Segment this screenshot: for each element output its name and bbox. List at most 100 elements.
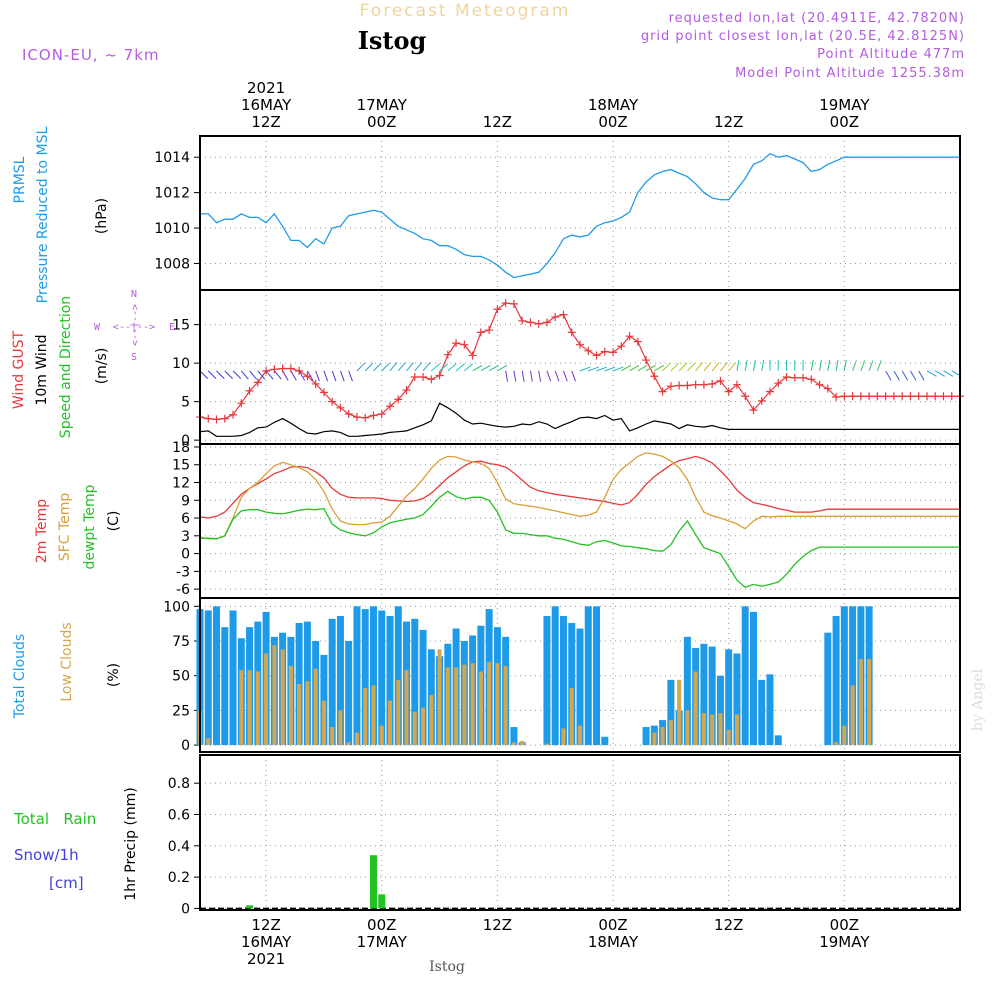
wind-direction-arrow (819, 359, 822, 371)
temp-dew-title: dewpt Temp (82, 484, 98, 569)
gust-marker (600, 347, 609, 356)
gust-marker (295, 366, 304, 375)
low-cloud-bar (280, 649, 285, 746)
gust-marker (732, 380, 741, 389)
meteogram-subtitle: Forecast Meteogram (360, 1, 571, 21)
wind-direction-arrow (257, 370, 266, 380)
gust-marker (245, 386, 254, 395)
top-time-label: 19MAY (819, 96, 870, 114)
gust-marker (526, 318, 535, 327)
gust-marker (683, 381, 692, 390)
clouds-unit: (%) (106, 663, 122, 687)
wind-series-line (199, 402, 960, 437)
wind-direction-arrow (538, 370, 542, 382)
total-cloud-bar (601, 736, 609, 746)
low-cloud-bar (660, 727, 665, 746)
low-cloud-bar (338, 710, 343, 746)
low-cloud-bar (305, 681, 310, 746)
rain-bar (246, 905, 254, 909)
gust-marker (534, 319, 543, 328)
low-cloud-bar (470, 663, 475, 746)
total-cloud-bar (559, 616, 567, 746)
wind-direction-arrow (397, 362, 406, 372)
bottom-time-label: 00Z (367, 916, 396, 934)
panel-frame (199, 597, 961, 753)
gust-marker (724, 387, 733, 396)
wind-direction-arrow (645, 364, 656, 372)
bottom-time-label: 17MAY (357, 933, 408, 951)
wind-direction-arrow (298, 370, 306, 381)
total-cloud-bar (345, 641, 353, 746)
wind-direction-arrow (216, 370, 225, 379)
gust-marker (947, 392, 956, 401)
requested-coords: requested lon,lat (20.4911E, 42.7820N) (669, 11, 965, 26)
top-time-label: 16MAY (241, 96, 292, 114)
low-cloud-bar (850, 685, 855, 746)
wind-direction-arrow (207, 370, 217, 379)
wind-direction-arrow (505, 370, 509, 382)
bottom-time-label: 12Z (714, 916, 743, 934)
wind-direction-arrow (232, 370, 242, 379)
total-cloud-bar (320, 654, 328, 746)
gust-marker (832, 393, 841, 402)
total-cloud-bar (328, 618, 336, 746)
wind-direction-arrow (422, 362, 431, 372)
wind-direction-arrow (893, 370, 900, 381)
low-cloud-bar (677, 679, 682, 746)
gust-marker (617, 342, 626, 351)
bottom-time-label: 19MAY (819, 933, 870, 951)
y-tick-label: 0 (181, 901, 190, 917)
t2m-series-line (199, 455, 960, 519)
gust-marker (427, 375, 436, 384)
gust-marker (419, 373, 428, 382)
total-cloud-bar (758, 679, 766, 746)
gust-marker (361, 413, 370, 422)
gridpoint-coords: grid point closest lon,lat (20.5E, 42.81… (641, 29, 965, 44)
gust-marker (270, 365, 279, 374)
gust-marker (609, 348, 618, 357)
total-cloud-bar (411, 618, 419, 746)
wind-direction-arrow (406, 362, 414, 372)
pressure-title-2: Pressure Reduced to MSL (35, 126, 51, 303)
wind-direction-arrow (364, 362, 374, 372)
wind-direction-arrow (711, 362, 720, 372)
wind-direction-arrow (249, 370, 258, 380)
wind-direction-arrow (306, 370, 314, 381)
y-tick-label: 1014 (154, 150, 190, 166)
wind-direction-arrow (315, 370, 320, 382)
wind-direction-arrow (273, 370, 282, 380)
low-cloud-bar (693, 671, 698, 746)
low-cloud-bar (247, 670, 252, 746)
total-cloud-bar (849, 606, 857, 746)
panel-background (200, 136, 960, 290)
wind-direction-arrow (670, 362, 680, 372)
bottom-time-label: 16MAY (241, 933, 292, 951)
gust-marker (501, 299, 510, 308)
total-cloud-bar (353, 606, 361, 746)
gust-marker (774, 379, 783, 388)
bottom-time-label: 12Z (483, 916, 512, 934)
gust-marker (889, 392, 898, 401)
gust-marker (749, 406, 758, 415)
wind-direction-arrow (621, 364, 632, 372)
total-cloud-bar (576, 628, 584, 746)
low-cloud-bar (272, 645, 277, 746)
gust-marker (584, 346, 593, 355)
total-cloud-bar (840, 606, 848, 746)
wind-direction-arrow (447, 363, 457, 372)
total-cloud-bar (551, 606, 559, 746)
wind-direction-arrow (728, 362, 737, 372)
gust-marker (443, 350, 452, 359)
low-cloud-bar (412, 711, 417, 746)
low-cloud-bar (346, 742, 351, 746)
y-tick-label: 15 (172, 458, 190, 474)
low-cloud-bar (437, 649, 442, 746)
gust-marker (782, 373, 791, 382)
wind-direction-arrow (752, 359, 756, 371)
y-tick-label: 0 (181, 738, 190, 754)
wind-direction-arrow (860, 360, 866, 372)
total-cloud-bar (824, 632, 832, 746)
y-tick-label: 100 (163, 599, 190, 615)
low-cloud-bar (842, 725, 847, 746)
wind-direction-arrow (934, 370, 945, 377)
